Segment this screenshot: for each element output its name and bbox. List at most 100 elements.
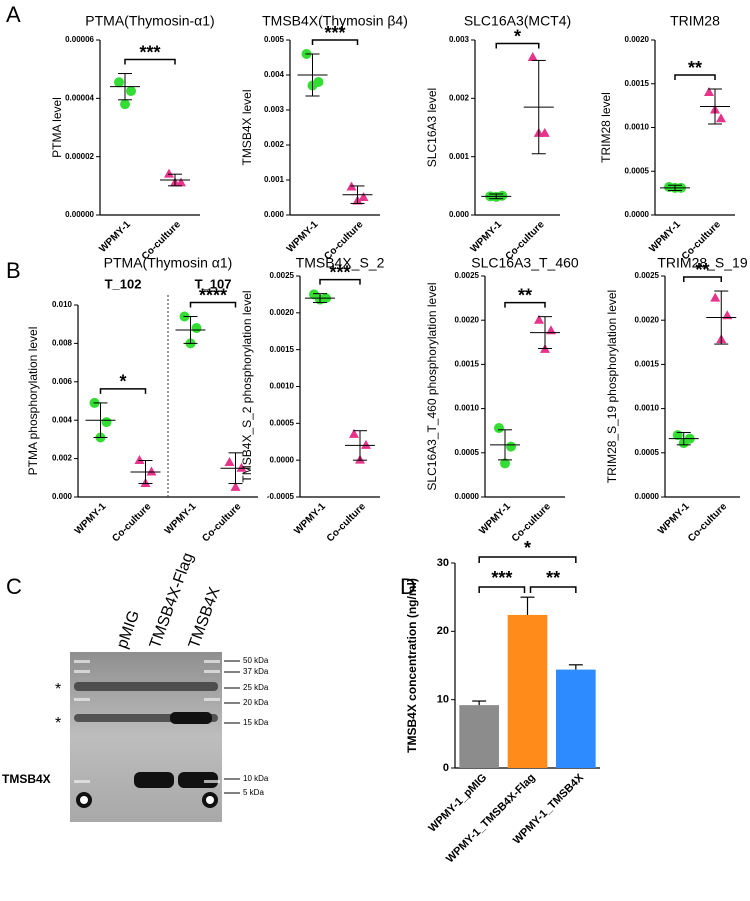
bar <box>507 614 548 768</box>
x-tick-label: Co-culture <box>686 501 729 544</box>
y-tick-label: 0.0005 <box>455 448 480 457</box>
marker-label: 15 kDa <box>243 718 269 727</box>
y-tick-label: 0.0000 <box>635 492 660 501</box>
y-tick-label: 0.0025 <box>635 271 660 280</box>
y-tick-label: 0.000 <box>264 210 285 219</box>
marker-label: 10 kDa <box>243 774 269 783</box>
y-tick-label: 0.004 <box>52 415 73 424</box>
y-tick-label: 0.0020 <box>635 315 660 324</box>
band-asterisk: * <box>55 715 61 732</box>
bar <box>556 669 596 768</box>
y-axis-label: TMSB4X_S_2 phosphorylation level <box>240 290 254 482</box>
significance-bracket <box>478 556 577 563</box>
point <box>716 113 726 123</box>
significance-label: * <box>524 538 531 558</box>
y-tick-label: 0.000 <box>449 210 470 219</box>
y-tick-label: 0.0010 <box>455 404 480 413</box>
marker-label: 20 kDa <box>243 698 269 707</box>
lane-label: TMSB4X <box>186 585 224 651</box>
y-tick-label: 0 <box>443 762 449 774</box>
y-tick-label: 0.0000 <box>270 455 295 464</box>
blot-band <box>134 772 174 788</box>
y-tick-label: 0.0015 <box>455 360 480 369</box>
point <box>722 310 733 320</box>
significance-bracket <box>311 39 359 45</box>
bar <box>459 705 499 768</box>
y-tick-label: 0.00000 <box>65 210 94 219</box>
y-axis-label: TRIM28_S_19 phosphorylation level <box>605 290 619 483</box>
point <box>527 52 538 61</box>
y-axis-label: TMSB4X concentration (ng/ml) <box>405 578 419 753</box>
y-tick-label: 0.0020 <box>270 308 295 317</box>
y-tick-label: -0.0005 <box>267 492 295 501</box>
chart-title: SLC16A3(MCT4) <box>464 13 571 29</box>
point <box>358 192 369 201</box>
significance-bracket <box>529 586 577 593</box>
panel-label: D <box>400 574 416 599</box>
panel-label: B <box>6 258 21 283</box>
significance-bracket <box>124 58 176 65</box>
y-tick-label: 0.0025 <box>270 271 295 280</box>
point <box>191 323 202 334</box>
significance-bracket <box>683 276 722 283</box>
y-axis-label: TMSB4X level <box>240 89 254 165</box>
y-axis-label: SLC16A3 level <box>425 88 439 167</box>
point <box>114 77 124 88</box>
blot-band <box>170 712 212 724</box>
group-label: T_107 <box>195 276 232 291</box>
blot: 50 kDa 37 kDa 25 kDa 20 kDa 15 kDa 10 kD… <box>2 551 269 822</box>
x-tick-label: WPMY-1 <box>647 219 683 255</box>
significance-label: * <box>514 26 521 46</box>
band-asterisk: * <box>55 681 61 698</box>
x-tick-label: Co-culture <box>200 501 243 544</box>
point <box>230 481 241 491</box>
x-tick-label: WPMY-1 <box>163 501 199 537</box>
y-tick-label: 0.0015 <box>625 79 650 88</box>
significance-bracket <box>674 74 716 80</box>
y-tick-label: 0.0000 <box>455 492 480 501</box>
x-tick-label: Co-culture <box>325 501 368 544</box>
point <box>164 168 174 178</box>
blot-band <box>74 682 218 691</box>
blot-membrane <box>70 652 222 822</box>
point <box>361 439 371 449</box>
panel-label: A <box>6 2 21 27</box>
y-tick-label: 0.004 <box>264 70 285 79</box>
group-label: T_102 <box>105 276 142 291</box>
point <box>146 466 157 476</box>
y-tick-label: 0.0000 <box>625 210 650 219</box>
x-tick-label: WPMY-1 <box>292 501 328 537</box>
y-tick-label: 0.0010 <box>635 404 660 413</box>
point <box>236 462 247 472</box>
y-axis-label: PTMA phosphorylation level <box>26 327 40 476</box>
y-tick-label: 0.001 <box>449 152 470 161</box>
y-tick-label: 0.002 <box>52 454 73 463</box>
significance-label: ** <box>546 568 560 588</box>
significance-label: ** <box>518 285 532 305</box>
point <box>126 86 136 97</box>
y-tick-label: 0.0025 <box>455 271 480 280</box>
y-axis-label: PTMA level <box>50 97 64 158</box>
marker-label: 37 kDa <box>243 667 269 676</box>
y-tick-label: 20 <box>437 625 449 637</box>
y-tick-label: 0.002 <box>449 93 470 102</box>
chart-title: PTMA(Thymosin-α1) <box>85 13 214 29</box>
y-tick-label: 0.006 <box>52 377 73 386</box>
point <box>349 428 359 438</box>
y-tick-label: 0.000 <box>52 492 73 501</box>
point <box>134 455 145 465</box>
marker-label: 50 kDa <box>243 656 269 665</box>
x-tick-label: WPMY-1 <box>285 219 321 255</box>
point <box>500 458 510 469</box>
y-tick-label: 0.0010 <box>625 123 650 132</box>
significance-bracket <box>504 301 546 308</box>
significance-label: *** <box>139 42 160 62</box>
marker-label: 25 kDa <box>243 683 269 692</box>
blot-band <box>178 772 218 788</box>
chart-title: TMSB4X_S_2 <box>296 255 385 271</box>
chart-title: TRIM28 <box>670 13 720 29</box>
point <box>224 456 235 466</box>
y-tick-label: 0.00002 <box>65 152 94 161</box>
